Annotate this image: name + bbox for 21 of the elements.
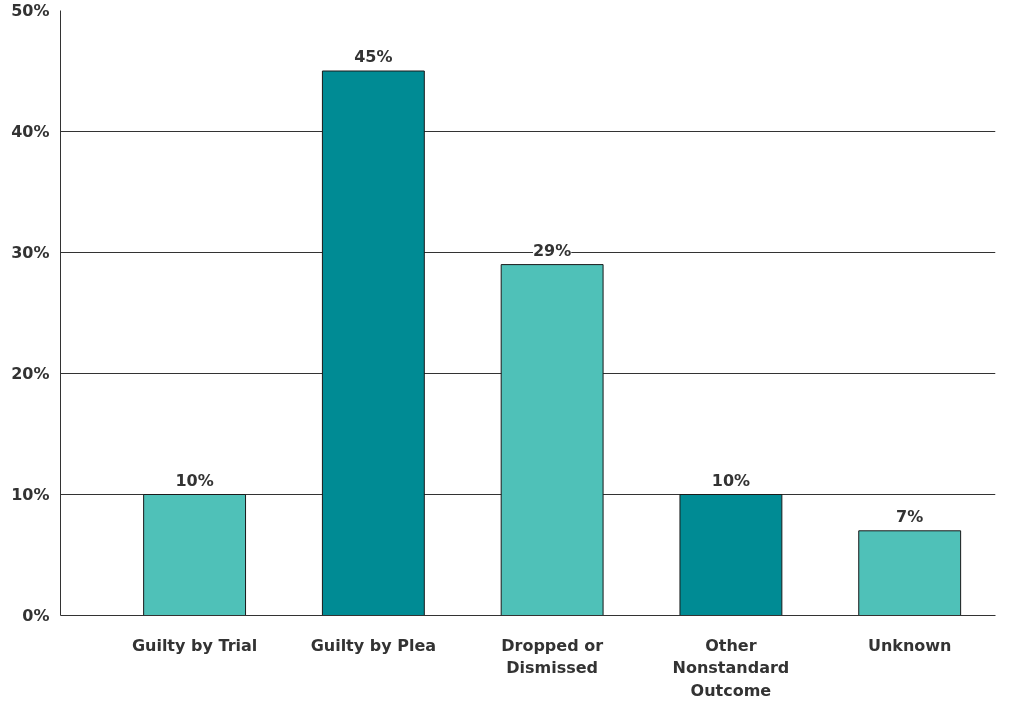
bar [858, 530, 962, 616]
data-label: 45% [354, 47, 393, 66]
data-label: 29% [532, 240, 572, 260]
y-tick-label: 10% [11, 485, 50, 504]
data-label: 10% [711, 470, 751, 490]
y-tick-label: 20% [11, 364, 50, 383]
y-tick-label: 30% [11, 243, 50, 262]
bar [321, 70, 425, 616]
y-tick-label: 50% [11, 1, 50, 20]
y-tick-label: 0% [22, 606, 50, 625]
bar [500, 264, 604, 616]
x-tick-label: Guilty by Plea [310, 635, 437, 655]
data-label: 7% [896, 506, 924, 526]
bar [679, 494, 783, 616]
x-tick-label: Guilty by Trial [131, 635, 258, 655]
x-tick-label: Unknown [867, 635, 952, 655]
x-tick-label: Dropped or Dismissed [501, 635, 604, 678]
data-label: 10% [175, 470, 214, 490]
x-tick-label: Other Nonstandard Outcome [672, 635, 790, 701]
bar [143, 494, 247, 616]
y-tick-label: 40% [11, 122, 50, 141]
